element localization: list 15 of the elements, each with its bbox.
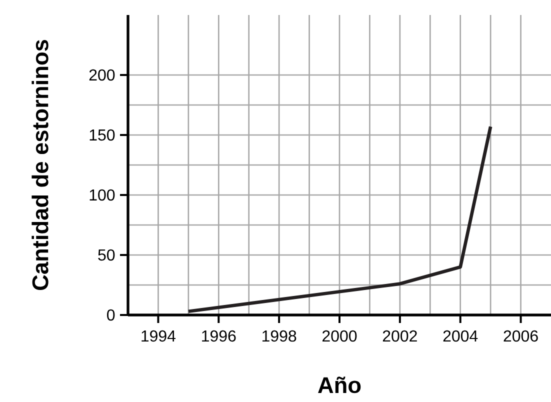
- x-axis-title: Año: [318, 376, 361, 394]
- x-tick-label: 2002: [382, 330, 417, 342]
- y-tick-label: 100: [90, 189, 115, 201]
- line-series: [186, 124, 492, 314]
- y-tick-label: 0: [107, 309, 115, 321]
- y-tick-label: 150: [90, 129, 115, 141]
- y-tick-label: 50: [98, 249, 115, 261]
- x-tick-label: 1996: [202, 330, 236, 342]
- x-tick-label: 2000: [322, 330, 357, 342]
- x-tick-label: 1994: [142, 330, 176, 342]
- y-axis-title: Cantidad de estorninos: [32, 40, 48, 290]
- y-tick-label: 200: [89, 69, 115, 81]
- x-tick-label: 1998: [262, 330, 296, 342]
- x-tick-label: 2004: [443, 330, 478, 342]
- x-tick-label: 2006: [504, 330, 538, 342]
